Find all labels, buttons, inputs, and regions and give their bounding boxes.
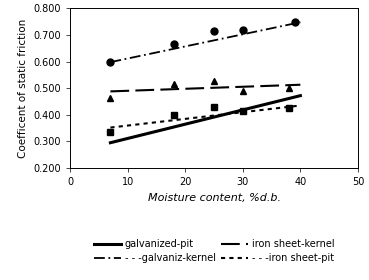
Legend: galvanized-pit, - - -galvaniz-kernel, iron sheet-kernel, - - -iron sheet-pit: galvanized-pit, - - -galvaniz-kernel, ir… [90,235,338,267]
X-axis label: Moisture content, %d.b.: Moisture content, %d.b. [148,193,280,203]
Y-axis label: Coefficent of static friction: Coefficent of static friction [18,18,28,158]
